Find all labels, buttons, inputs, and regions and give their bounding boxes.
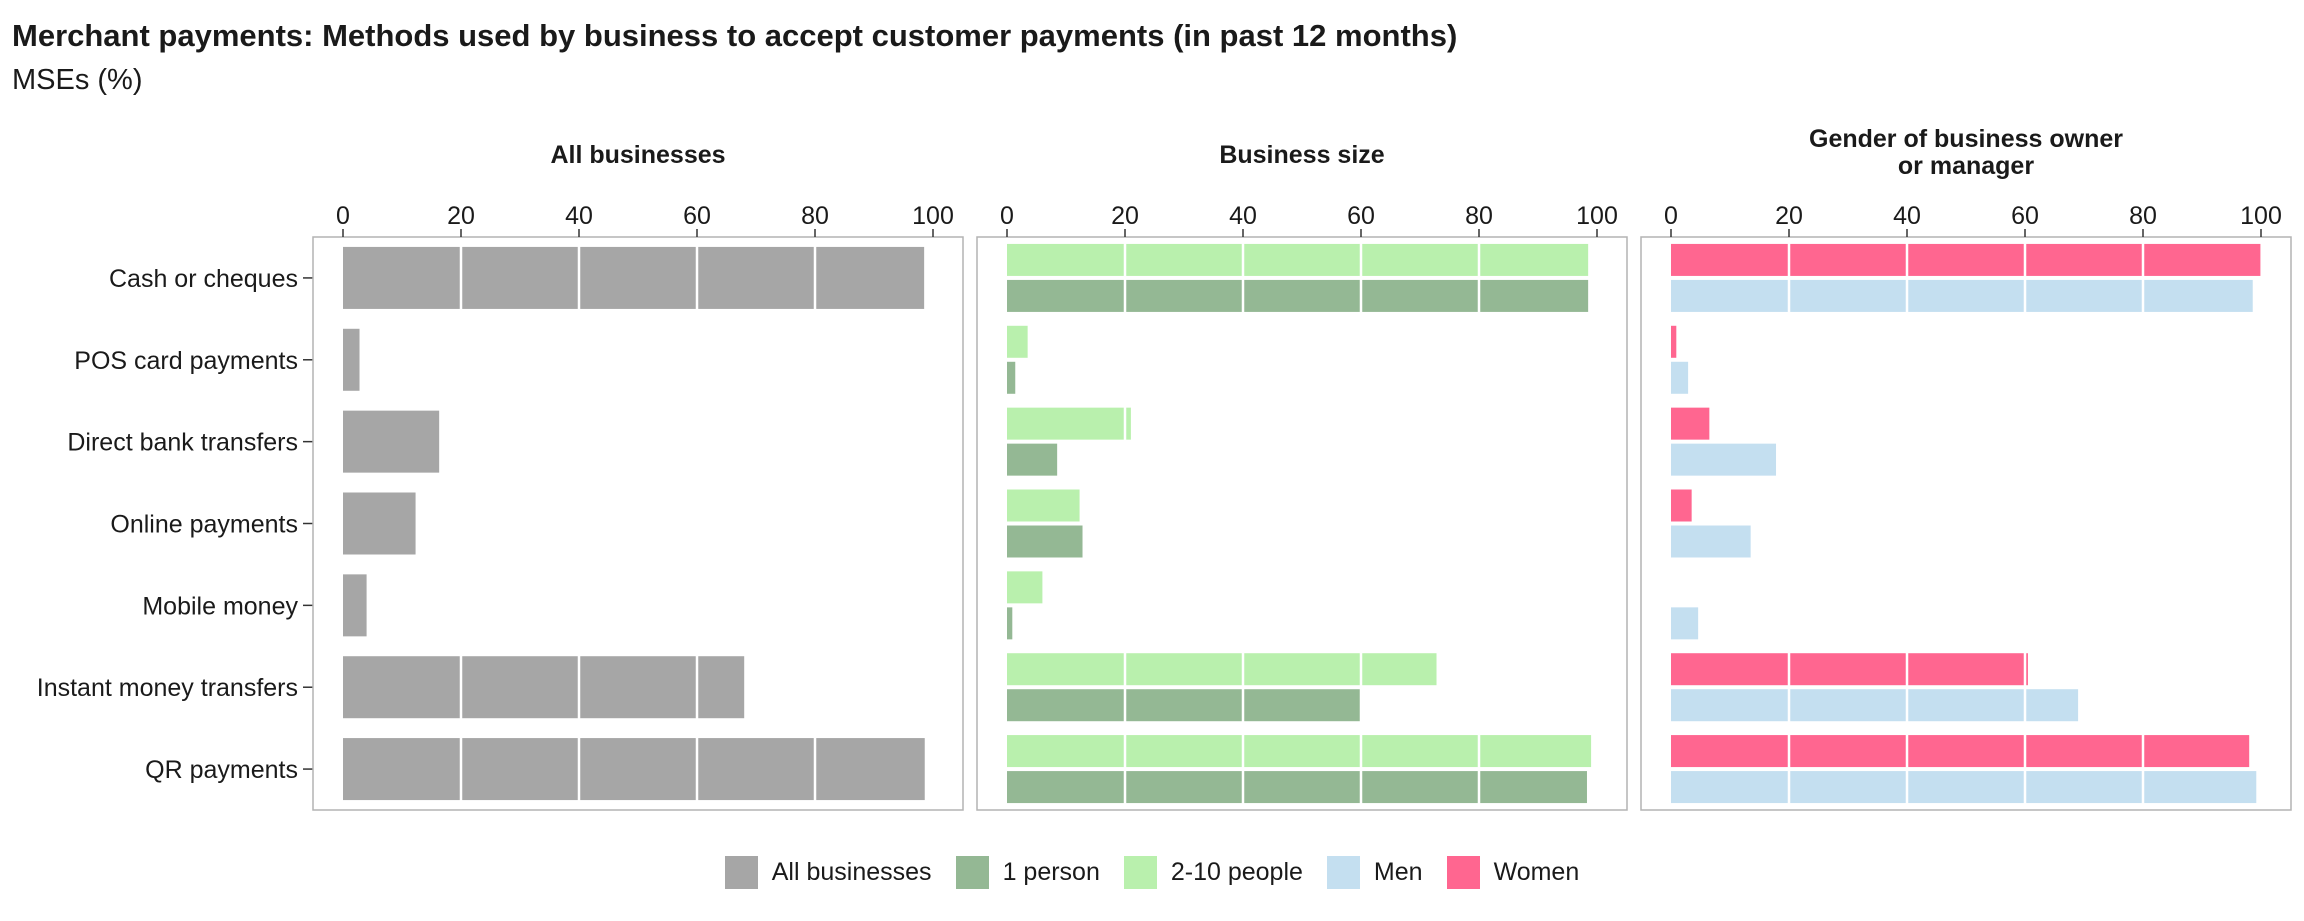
bar <box>1007 361 1016 394</box>
legend-label: Women <box>1493 858 1580 886</box>
category-label: Instant money transfers <box>37 674 298 702</box>
legend-item-1-person: 1 person <box>955 856 1100 889</box>
legend-label: 1 person <box>1002 858 1100 886</box>
panel-title: All businesses <box>550 141 725 169</box>
bar <box>1007 571 1043 604</box>
x-tick-label: 20 <box>1775 202 1803 230</box>
chart-subtitle: MSEs (%) <box>12 64 143 96</box>
bar <box>1007 279 1589 312</box>
bar <box>1671 489 1692 522</box>
x-tick-label: 100 <box>2240 202 2282 230</box>
legend: All businesses 1 person 2-10 people Men … <box>0 856 2304 889</box>
bar <box>1007 243 1589 276</box>
bar <box>343 246 925 309</box>
x-tick-label: 40 <box>1893 202 1921 230</box>
x-tick-label: 100 <box>912 202 954 230</box>
bar <box>1671 525 1751 558</box>
category-label: POS card payments <box>74 347 298 375</box>
x-tick-label: 40 <box>565 202 593 230</box>
legend-swatch <box>1123 856 1157 889</box>
bar <box>1007 607 1013 640</box>
bar <box>343 410 440 473</box>
legend-item-women: Women <box>1446 856 1580 889</box>
chart-title: Merchant payments: Methods used by busin… <box>12 18 1458 53</box>
x-tick-label: 20 <box>447 202 475 230</box>
x-tick-label: 80 <box>2129 202 2157 230</box>
category-label: Mobile money <box>142 592 298 620</box>
legend-swatch <box>1326 856 1360 889</box>
legend-label: Men <box>1373 858 1423 886</box>
bar <box>1671 361 1689 394</box>
bar <box>1671 243 2261 276</box>
x-tick-label: 60 <box>683 202 711 230</box>
bar <box>1671 443 1777 476</box>
bar <box>1671 653 2028 686</box>
bar <box>343 574 367 637</box>
bar <box>1007 407 1131 440</box>
bar <box>343 328 360 391</box>
panel-title: Gender of business owner <box>1809 125 2123 153</box>
category-label: QR payments <box>145 756 298 784</box>
x-tick-label: 20 <box>1111 202 1139 230</box>
chart-plot-area: Cash or cheques POS card payments Direct b… <box>37 125 2292 811</box>
bar <box>1671 279 2253 312</box>
panel-title: Business size <box>1219 141 1384 169</box>
x-tick-label: 80 <box>1465 202 1493 230</box>
bar <box>1671 325 1677 358</box>
x-tick-label: 80 <box>801 202 829 230</box>
bar <box>1671 689 2079 722</box>
bar <box>1007 325 1028 358</box>
category-label: Online payments <box>110 511 298 539</box>
bar <box>1007 735 1592 768</box>
x-tick-label: 60 <box>2011 202 2039 230</box>
bar <box>1007 443 1058 476</box>
legend-item-all-businesses: All businesses <box>724 856 932 889</box>
x-tick-label: 0 <box>1000 202 1014 230</box>
bar <box>343 656 745 719</box>
legend-item-2-10-people: 2-10 people <box>1123 856 1303 889</box>
panel-frame <box>1640 236 2292 811</box>
panel-title: or manager <box>1898 152 2034 180</box>
legend-label: All businesses <box>771 858 932 886</box>
bar <box>343 738 925 801</box>
x-tick-label: 40 <box>1229 202 1257 230</box>
bar <box>1007 525 1083 558</box>
legend-swatch <box>1446 856 1480 889</box>
bar <box>1671 607 1699 640</box>
bar <box>1007 489 1080 522</box>
bar <box>1007 653 1437 686</box>
bar <box>1007 771 1587 804</box>
category-label: Cash or cheques <box>109 265 298 293</box>
category-label: Direct bank transfers <box>67 429 298 457</box>
x-tick-label: 0 <box>336 202 350 230</box>
legend-swatch <box>724 856 758 889</box>
legend-swatch <box>955 856 989 889</box>
bar <box>343 492 416 555</box>
x-tick-label: 60 <box>1347 202 1375 230</box>
bar <box>1671 407 1710 440</box>
panel-frame <box>976 236 1628 811</box>
legend-label: 2-10 people <box>1170 858 1303 886</box>
legend-item-men: Men <box>1326 856 1423 889</box>
bar <box>1007 689 1361 722</box>
bar <box>1671 771 2257 804</box>
x-tick-label: 100 <box>1576 202 1618 230</box>
bar <box>1671 735 2250 768</box>
x-tick-label: 0 <box>1664 202 1678 230</box>
